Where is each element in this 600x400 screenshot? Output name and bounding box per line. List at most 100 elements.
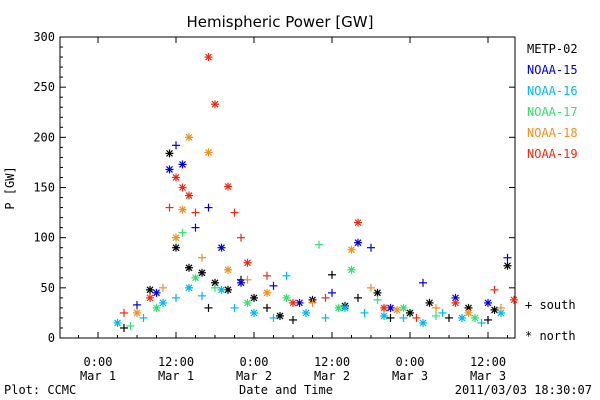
data-point [464,308,473,317]
data-point [178,228,187,237]
data-point [289,315,297,324]
data-point [191,208,200,217]
data-point [191,273,200,282]
timestamp: 2011/03/03 18:30:07 [455,383,592,397]
data-points [113,53,518,332]
data-point [198,291,206,300]
legend-south-marker: + south [525,298,576,312]
data-point [432,303,440,312]
data-point [152,288,161,297]
y-tick-label: 50 [41,281,55,295]
data-point [120,308,128,317]
data-point [185,133,193,142]
data-point [373,288,382,297]
data-point [243,298,252,307]
data-point [458,313,466,322]
data-point [425,298,434,307]
x-tick-date-label: Mar 2 [314,369,350,383]
x-tick-time-label: 0:00 [240,355,269,369]
x-axis-label: Date and Time [239,383,333,397]
data-point [276,311,284,320]
data-point [328,270,336,279]
data-point [198,268,206,277]
legend-entry: METP-02 [527,42,578,56]
data-point [354,293,362,302]
data-point [165,165,174,174]
data-point [510,295,518,304]
data-point [354,238,362,247]
data-point [308,298,317,307]
x-tick-date-label: Mar 1 [158,369,194,383]
data-point [146,293,154,302]
x-tick-date-label: Mar 3 [470,369,506,383]
data-point [172,293,180,302]
data-point [172,173,180,182]
data-point [497,303,505,312]
data-point [386,313,395,322]
legend-entry: NOAA-16 [527,84,578,98]
data-point [484,315,492,324]
data-point [146,285,154,294]
data-point [172,141,180,150]
data-point [113,318,122,327]
data-point [237,233,245,242]
x-tick-date-label: Mar 2 [236,369,272,383]
data-point [204,148,213,157]
data-point [399,303,408,312]
legend-north-marker: * north [525,329,576,343]
data-point [419,278,427,287]
data-point [464,303,473,312]
data-point [204,203,213,212]
y-axis-label: P [GW] [3,166,17,209]
data-point [354,218,362,227]
data-point [406,308,414,317]
x-tick-date-label: Mar 1 [80,369,116,383]
y-tick-label: 250 [33,80,55,94]
data-point [347,245,356,254]
data-point [230,208,239,217]
x-tick-time-label: 12:00 [158,355,194,369]
data-point [419,318,427,327]
data-point [191,223,200,232]
data-point [503,261,512,270]
data-point [217,285,226,294]
data-point [211,100,219,109]
x-tick-time-label: 0:00 [84,355,113,369]
legend-entry: NOAA-17 [527,105,578,119]
data-point [282,271,291,280]
data-point [282,293,291,302]
data-point [224,265,232,274]
data-point [185,263,193,272]
legend-entry: NOAA-19 [527,147,578,161]
data-point [328,288,336,297]
data-point [380,303,388,312]
data-point [451,298,460,307]
data-point [412,313,421,322]
data-point [165,203,174,212]
legend: METP-02 NOAA-15 NOAA-16 NOAA-17 NOAA-18 NOAA-… [527,42,578,161]
data-point [477,318,486,327]
x-tick-time-label: 12:00 [470,355,506,369]
data-point [471,313,479,322]
chart-title: Hemispheric Power [GW] [187,13,374,31]
data-point [263,271,271,280]
plot-frame [59,36,516,339]
legend-entry: NOAA-18 [527,126,578,140]
data-point [289,298,297,307]
data-point [399,313,408,322]
y-axis: 0 50 100 150 200 250 300 [33,30,515,345]
data-point [302,308,310,317]
data-point [263,303,271,312]
data-point [237,278,245,287]
data-point [139,313,148,322]
data-point [295,298,304,307]
data-point [484,298,492,307]
y-tick-label: 200 [33,130,55,144]
y-tick-label: 100 [33,231,55,245]
data-point [159,283,167,292]
data-point [445,313,453,322]
data-point [172,243,180,252]
data-point [360,308,369,317]
